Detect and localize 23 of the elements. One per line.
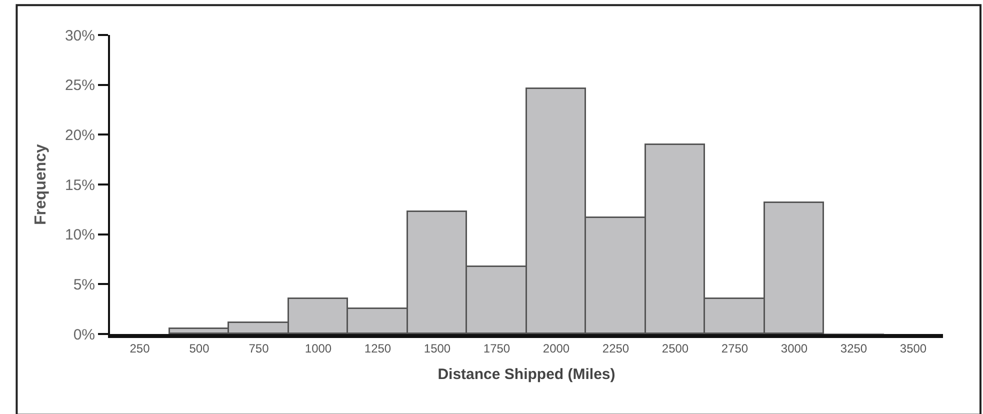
x-tick-label: 2750 (721, 341, 748, 356)
x-tick-label: 3500 (900, 341, 927, 356)
y-tick-label: 30% (64, 27, 95, 44)
x-tick-label: 1000 (304, 341, 332, 356)
y-tick-label: 25% (64, 77, 95, 94)
x-tick-label: 1250 (364, 341, 392, 356)
y-tick-label: 15% (64, 176, 95, 194)
x-tick-label: 2500 (662, 341, 689, 356)
x-axis-title: Distance Shipped (Miles) (438, 366, 616, 383)
x-tick-label: 3250 (840, 341, 868, 356)
x-tick-label: 750 (248, 341, 270, 356)
y-tick-label: 10% (64, 226, 95, 244)
x-tick-label: 3000 (780, 341, 808, 356)
y-tick-label: 5% (73, 276, 95, 294)
x-tick-label: 250 (130, 341, 150, 356)
y-tick-label: 20% (64, 126, 95, 144)
y-axis-title: Frequency (32, 144, 50, 225)
x-tick-label: 1750 (483, 341, 510, 356)
x-tick-label: 500 (189, 341, 210, 356)
x-tick-label: 1500 (424, 341, 451, 356)
y-tick-label: 0% (73, 326, 95, 344)
x-tick-label: 2250 (602, 341, 630, 356)
x-tick-label: 2000 (542, 341, 570, 356)
